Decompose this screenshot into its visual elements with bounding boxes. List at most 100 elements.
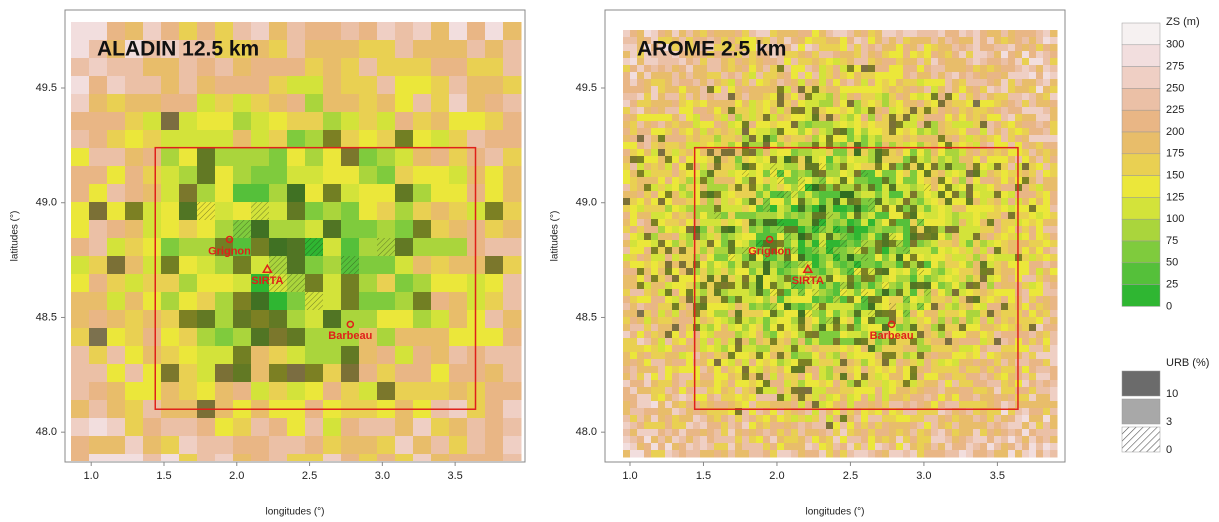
terrain-cell bbox=[777, 282, 785, 290]
urban-cell bbox=[742, 282, 750, 290]
terrain-cell bbox=[125, 184, 144, 203]
terrain-cell bbox=[71, 292, 90, 311]
terrain-cell bbox=[938, 205, 946, 213]
terrain-cell bbox=[840, 408, 848, 416]
terrain-cell bbox=[1008, 415, 1016, 423]
terrain-cell bbox=[833, 345, 841, 353]
terrain-cell bbox=[735, 149, 743, 157]
terrain-cell bbox=[798, 79, 806, 87]
terrain-cell bbox=[714, 436, 722, 444]
terrain-cell bbox=[693, 198, 701, 206]
terrain-cell bbox=[924, 443, 932, 451]
urban-cell bbox=[840, 240, 848, 248]
terrain-cell bbox=[854, 156, 862, 164]
legend-swatch bbox=[1121, 22, 1161, 46]
terrain-cell bbox=[1036, 114, 1044, 122]
terrain-cell bbox=[903, 233, 911, 241]
terrain-cell bbox=[924, 205, 932, 213]
terrain-cell bbox=[413, 364, 432, 383]
terrain-cell bbox=[889, 254, 897, 262]
terrain-cell bbox=[679, 450, 687, 458]
terrain-cell bbox=[714, 86, 722, 94]
terrain-cell bbox=[1029, 177, 1037, 185]
terrain-cell bbox=[910, 331, 918, 339]
terrain-cell bbox=[721, 163, 729, 171]
terrain-cell bbox=[707, 156, 715, 164]
terrain-cell bbox=[449, 436, 468, 455]
terrain-cell bbox=[826, 205, 834, 213]
legend-swatch bbox=[1121, 153, 1161, 176]
terrain-cell bbox=[1022, 93, 1030, 101]
urban-cell bbox=[251, 310, 270, 329]
terrain-cell bbox=[987, 135, 995, 143]
terrain-cell bbox=[770, 394, 778, 402]
terrain-cell bbox=[728, 373, 736, 381]
terrain-cell bbox=[1029, 338, 1037, 346]
terrain-cell bbox=[896, 373, 904, 381]
terrain-cell bbox=[777, 198, 785, 206]
terrain-cell bbox=[868, 219, 876, 227]
urban-cell bbox=[959, 324, 967, 332]
terrain-cell bbox=[686, 436, 694, 444]
terrain-cell bbox=[1036, 282, 1044, 290]
terrain-cell bbox=[623, 156, 631, 164]
terrain-cell bbox=[805, 324, 813, 332]
terrain-cell bbox=[431, 346, 450, 365]
terrain-cell bbox=[728, 429, 736, 437]
terrain-cell bbox=[826, 450, 834, 458]
terrain-cell bbox=[777, 51, 785, 59]
urban-cell bbox=[777, 289, 785, 297]
urban-cell bbox=[847, 226, 855, 234]
terrain-cell bbox=[305, 436, 324, 455]
terrain-cell bbox=[693, 268, 701, 276]
terrain-cell bbox=[672, 100, 680, 108]
terrain-cell bbox=[323, 76, 342, 95]
terrain-cell bbox=[770, 191, 778, 199]
terrain-cell bbox=[623, 30, 631, 38]
urban-cell bbox=[805, 261, 813, 269]
terrain-cell bbox=[966, 156, 974, 164]
urban-cell bbox=[910, 373, 918, 381]
terrain-cell bbox=[714, 345, 722, 353]
terrain-cell bbox=[693, 359, 701, 367]
terrain-cell bbox=[763, 156, 771, 164]
urban-cell bbox=[861, 296, 869, 304]
terrain-cell bbox=[735, 254, 743, 262]
terrain-cell bbox=[1008, 198, 1016, 206]
terrain-cell bbox=[1001, 121, 1009, 129]
terrain-cell bbox=[868, 240, 876, 248]
terrain-cell bbox=[973, 247, 981, 255]
terrain-cell bbox=[341, 76, 360, 95]
terrain-cell bbox=[721, 135, 729, 143]
terrain-cell bbox=[973, 198, 981, 206]
urban-cell bbox=[763, 135, 771, 143]
terrain-cell bbox=[875, 408, 883, 416]
terrain-cell bbox=[917, 345, 925, 353]
terrain-cell bbox=[973, 366, 981, 374]
terrain-cell bbox=[1022, 310, 1030, 318]
terrain-cell bbox=[651, 345, 659, 353]
urban-cell bbox=[882, 149, 890, 157]
terrain-cell bbox=[749, 282, 757, 290]
terrain-cell bbox=[1050, 366, 1058, 374]
terrain-cell bbox=[896, 177, 904, 185]
terrain-cell bbox=[840, 86, 848, 94]
urban-cell bbox=[693, 261, 701, 269]
terrain-cell bbox=[665, 142, 673, 150]
terrain-cell bbox=[861, 219, 869, 227]
terrain-cell bbox=[959, 331, 967, 339]
terrain-cell bbox=[665, 30, 673, 38]
terrain-cell bbox=[798, 373, 806, 381]
terrain-cell bbox=[959, 240, 967, 248]
terrain-cell bbox=[980, 240, 988, 248]
terrain-cell bbox=[686, 429, 694, 437]
terrain-cell bbox=[959, 198, 967, 206]
terrain-cell bbox=[875, 254, 883, 262]
terrain-cell bbox=[763, 107, 771, 115]
terrain-cell bbox=[924, 44, 932, 52]
terrain-cell bbox=[693, 436, 701, 444]
terrain-cell bbox=[896, 149, 904, 157]
terrain-cell bbox=[784, 240, 792, 248]
terrain-cell bbox=[693, 72, 701, 80]
urban-cell bbox=[125, 202, 144, 221]
